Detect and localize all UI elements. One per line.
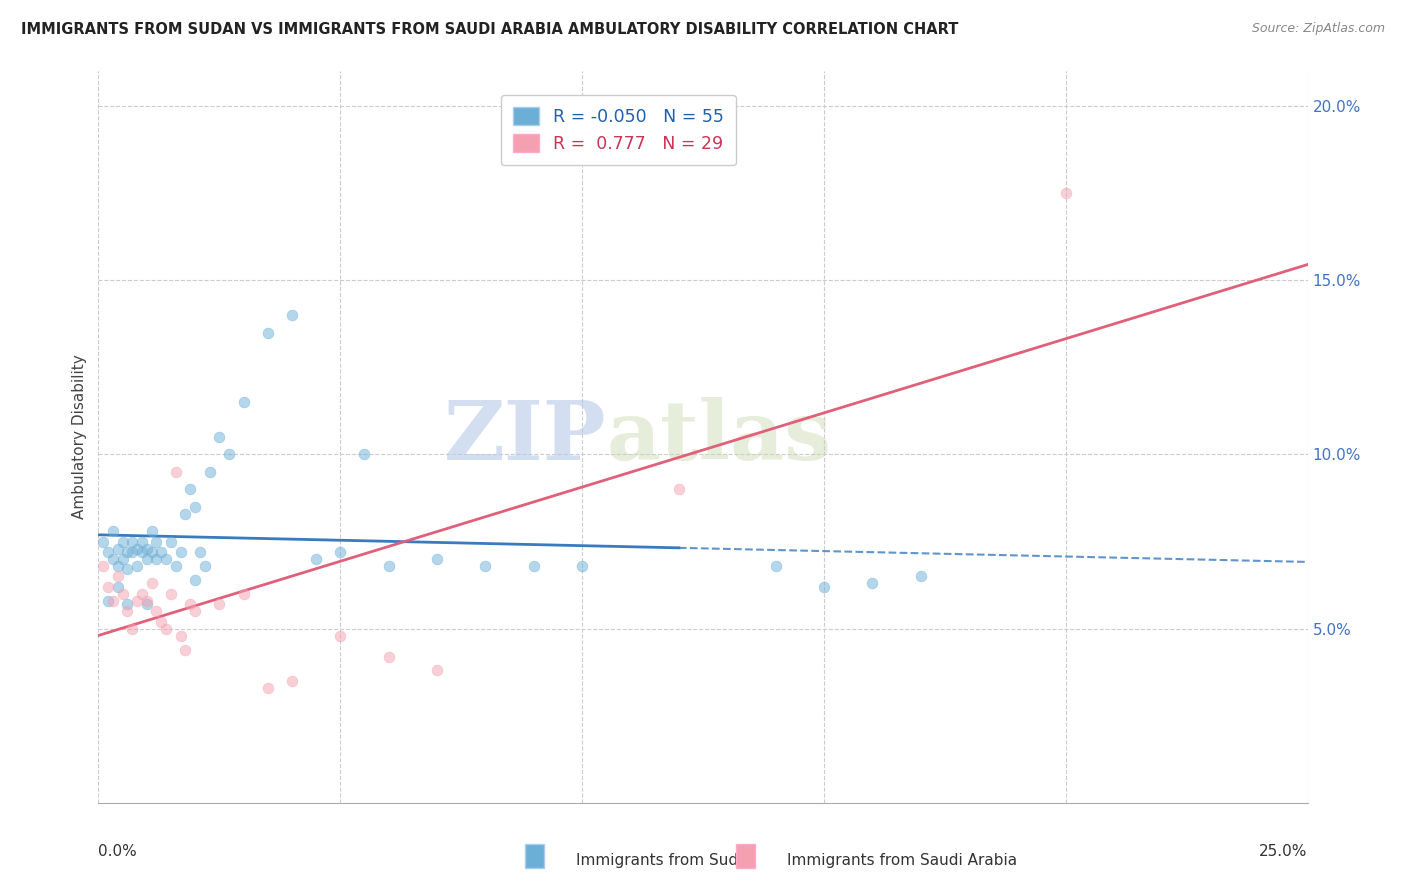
Point	[101, 594, 124, 608]
Point	[910, 569, 932, 583]
Text: atlas: atlas	[606, 397, 831, 477]
Point	[813, 580, 835, 594]
Point	[179, 483, 201, 497]
Point	[174, 507, 197, 521]
Point	[160, 534, 183, 549]
Point	[174, 642, 197, 657]
Point	[165, 558, 187, 573]
Point	[107, 558, 129, 573]
Point	[860, 576, 883, 591]
Point	[377, 558, 399, 573]
Point	[184, 500, 207, 514]
Point	[107, 541, 129, 556]
Point	[160, 587, 183, 601]
Point	[97, 594, 120, 608]
Point	[107, 580, 129, 594]
Text: 0.0%: 0.0%	[98, 845, 138, 859]
Point	[135, 594, 157, 608]
Point	[329, 629, 352, 643]
Point	[141, 576, 163, 591]
Point	[117, 597, 139, 611]
Point	[169, 545, 191, 559]
Point	[150, 615, 173, 629]
Point	[101, 524, 124, 538]
Point	[179, 597, 201, 611]
Point	[232, 395, 254, 409]
Point	[145, 534, 167, 549]
Point	[208, 430, 231, 444]
Point	[765, 558, 787, 573]
Point	[194, 558, 217, 573]
Point	[111, 552, 134, 566]
Point	[256, 681, 278, 695]
Point	[91, 558, 114, 573]
Point	[281, 308, 304, 322]
Point	[208, 597, 231, 611]
Text: Immigrants from Sudan: Immigrants from Sudan	[576, 854, 758, 868]
Point	[155, 552, 177, 566]
Point	[1054, 186, 1077, 201]
Point	[668, 483, 690, 497]
Point	[145, 552, 167, 566]
Point	[571, 558, 593, 573]
Point	[198, 465, 221, 479]
Point	[305, 552, 328, 566]
Point	[426, 664, 449, 678]
Point	[426, 552, 449, 566]
Point	[135, 541, 157, 556]
Point	[141, 524, 163, 538]
Point	[121, 622, 143, 636]
Point	[131, 587, 153, 601]
Text: IMMIGRANTS FROM SUDAN VS IMMIGRANTS FROM SAUDI ARABIA AMBULATORY DISABILITY CORR: IMMIGRANTS FROM SUDAN VS IMMIGRANTS FROM…	[21, 22, 959, 37]
Point	[150, 545, 173, 559]
Point	[131, 545, 153, 559]
Text: 25.0%: 25.0%	[1260, 845, 1308, 859]
Point	[135, 552, 157, 566]
Point	[353, 448, 375, 462]
Legend: R = -0.050   N = 55, R =  0.777   N = 29: R = -0.050 N = 55, R = 0.777 N = 29	[501, 95, 735, 165]
Point	[218, 448, 240, 462]
Point	[141, 545, 163, 559]
Point	[184, 604, 207, 618]
Text: ZIP: ZIP	[444, 397, 606, 477]
Point	[329, 545, 352, 559]
Point	[281, 673, 304, 688]
Text: Immigrants from Saudi Arabia: Immigrants from Saudi Arabia	[787, 854, 1018, 868]
Point	[101, 552, 124, 566]
Point	[91, 534, 114, 549]
Point	[188, 545, 211, 559]
Point	[111, 587, 134, 601]
Point	[111, 534, 134, 549]
Point	[474, 558, 496, 573]
Point	[97, 545, 120, 559]
Point	[523, 558, 546, 573]
Point	[232, 587, 254, 601]
Point	[135, 597, 157, 611]
Point	[155, 622, 177, 636]
Point	[127, 541, 149, 556]
Point	[165, 465, 187, 479]
Point	[121, 534, 143, 549]
Point	[127, 558, 149, 573]
Point	[145, 604, 167, 618]
Point	[121, 545, 143, 559]
Text: Source: ZipAtlas.com: Source: ZipAtlas.com	[1251, 22, 1385, 36]
Point	[117, 562, 139, 576]
Y-axis label: Ambulatory Disability: Ambulatory Disability	[72, 355, 87, 519]
Point	[127, 594, 149, 608]
Point	[169, 629, 191, 643]
Point	[117, 604, 139, 618]
Point	[117, 545, 139, 559]
Point	[131, 534, 153, 549]
Point	[97, 580, 120, 594]
Point	[107, 569, 129, 583]
Point	[256, 326, 278, 340]
Point	[377, 649, 399, 664]
Point	[184, 573, 207, 587]
